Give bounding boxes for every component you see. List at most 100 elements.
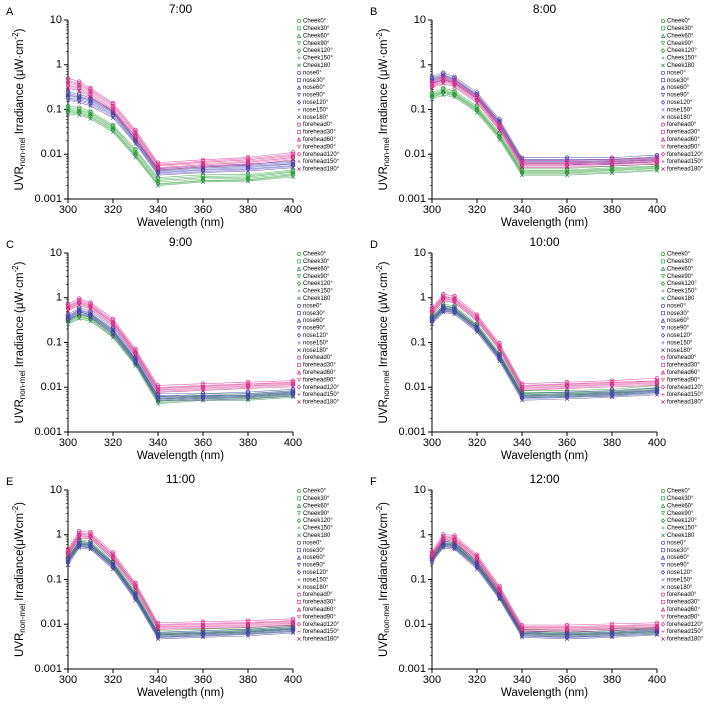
legend-label: Cheek30° <box>667 26 694 32</box>
marker <box>296 518 302 524</box>
marker <box>452 84 457 89</box>
x-tick-label: 360 <box>558 674 576 686</box>
panel: B 8:00 0.001 0.01 0.1 1 10 300 320 340 360 380 400 Wa… <box>370 2 704 229</box>
legend-label: nose60° <box>303 85 326 91</box>
marker <box>297 63 301 68</box>
marker <box>654 392 660 397</box>
legend-label: nose30° <box>303 548 326 554</box>
legend-label: Cheek0° <box>303 489 327 495</box>
marker <box>155 179 161 185</box>
marker <box>441 91 446 96</box>
x-tick-label: 340 <box>513 437 531 449</box>
marker <box>65 319 71 324</box>
series-line <box>67 84 294 169</box>
marker <box>660 332 666 338</box>
legend-label: Cheek180 <box>667 296 695 302</box>
legend-label: forehead60° <box>303 370 336 376</box>
y-label-close: ) <box>378 28 390 32</box>
marker <box>88 536 93 541</box>
chart-title: 7:00 <box>169 2 193 16</box>
legend-label: Cheek150° <box>303 289 333 295</box>
legend-label: Cheek120° <box>667 281 697 287</box>
x-tick-label: 380 <box>239 204 257 216</box>
series-line <box>67 318 294 404</box>
panel-label: F <box>370 476 377 488</box>
legend-label: forehead90° <box>303 614 336 620</box>
legend-label: Cheek30° <box>303 496 330 502</box>
marker <box>297 533 301 538</box>
marker <box>654 383 660 388</box>
y-label-sup: -2 <box>375 32 384 40</box>
y-label-main: UVR <box>14 166 26 190</box>
x-tick-label: 320 <box>468 437 486 449</box>
y-tick-label: 0.01 <box>41 618 62 630</box>
marker <box>65 93 71 99</box>
marker <box>133 598 138 603</box>
marker <box>429 321 435 326</box>
legend-label: Cheek90° <box>303 41 330 47</box>
marker <box>661 289 665 293</box>
marker <box>110 332 116 337</box>
marker <box>296 318 302 323</box>
marker <box>660 281 666 287</box>
legend-label: Cheek180 <box>303 63 331 69</box>
legend-label: Cheek150° <box>303 56 333 62</box>
x-tick-label: 340 <box>149 674 167 686</box>
x-tick-label: 380 <box>603 674 621 686</box>
marker <box>297 78 301 83</box>
y-axis-label: UVRnon-mel Irradiance(μWcm-2) <box>11 502 27 657</box>
y-label-sup: -2 <box>11 32 20 40</box>
legend-label: nose150° <box>667 107 693 113</box>
marker <box>133 136 138 141</box>
marker <box>200 398 206 403</box>
marker <box>654 168 660 173</box>
marker <box>296 137 302 142</box>
legend-label: nose60° <box>303 555 326 561</box>
legend-label: forehead0° <box>667 592 697 598</box>
series-line <box>67 532 294 625</box>
marker <box>245 386 251 391</box>
marker <box>297 160 301 164</box>
marker <box>88 319 93 324</box>
marker <box>661 78 665 83</box>
x-tick-label: 320 <box>104 674 122 686</box>
marker <box>245 162 251 167</box>
legend-label: nose120° <box>667 333 693 339</box>
legend-label: forehead180° <box>667 400 704 406</box>
marker <box>660 48 666 54</box>
legend-label: forehead180° <box>303 400 340 406</box>
y-label-sub: non-mel <box>382 137 391 166</box>
x-tick-label: 320 <box>104 204 122 216</box>
marker <box>429 312 435 317</box>
marker <box>296 555 302 560</box>
y-tick-label: 0.1 <box>411 103 426 115</box>
series-line <box>67 309 294 396</box>
chart-title: 10:00 <box>529 235 559 249</box>
marker <box>660 144 666 150</box>
y-tick-label: 0.001 <box>398 426 426 438</box>
x-tick-label: 320 <box>104 437 122 449</box>
panel-label: B <box>370 6 377 18</box>
series-line <box>431 77 658 163</box>
series-line <box>431 299 658 390</box>
legend-label: Cheek60° <box>667 503 694 509</box>
marker <box>609 163 615 168</box>
marker <box>297 167 301 171</box>
marker <box>661 578 665 582</box>
legend-label: forehead180° <box>667 167 704 173</box>
y-axis-label: UVRnon-mel Irradiance (μW·cm-2) <box>11 28 27 190</box>
legend-label: forehead60° <box>667 607 700 613</box>
x-tick-label: 300 <box>423 204 441 216</box>
marker <box>296 281 302 287</box>
x-tick-label: 300 <box>59 437 77 449</box>
marker <box>297 630 301 634</box>
marker <box>661 56 665 60</box>
marker <box>296 569 302 575</box>
marker <box>155 627 161 632</box>
marker <box>297 341 301 345</box>
panel-label: C <box>6 239 14 251</box>
marker <box>441 539 446 544</box>
marker <box>441 545 446 550</box>
legend-label: forehead0° <box>303 592 333 598</box>
marker <box>290 393 296 398</box>
